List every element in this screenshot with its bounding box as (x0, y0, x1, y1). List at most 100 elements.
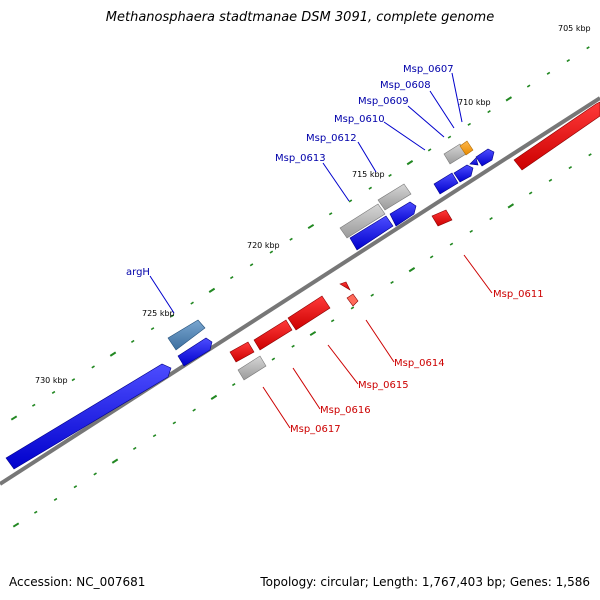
gene-arrow-long-left[interactable] (5, 363, 172, 470)
map-title: Methanosphaera stadtmanae DSM 3091, comp… (105, 10, 495, 25)
gene-arrow-msp-0615[interactable] (287, 295, 331, 331)
gene-label-msp-0616[interactable]: Msp_0616 (320, 405, 371, 416)
outer-tick (447, 135, 452, 139)
inner-tick (330, 319, 335, 323)
outer-tick (208, 287, 216, 293)
outer-tick (269, 250, 274, 254)
genome-summary-text: Topology: circular; Length: 1,767,403 bp… (260, 575, 590, 589)
kbp-label-720: 720 kbp (247, 241, 280, 250)
inner-tick (210, 394, 218, 400)
gene-arrow-msp-0610[interactable] (433, 172, 459, 195)
gene-label-msp-0607[interactable]: Msp_0607 (403, 64, 454, 75)
outer-tick (348, 199, 353, 203)
gene-label-msp-0611[interactable]: Msp_0611 (493, 289, 544, 300)
connector-msp-0613 (322, 162, 350, 202)
gene-arrow-msp-0607[interactable] (469, 157, 479, 166)
connector-msp-0614 (365, 319, 395, 363)
outer-tick (368, 186, 373, 190)
gene-label-msp-0612[interactable]: Msp_0612 (306, 133, 357, 144)
inner-tick (449, 242, 454, 246)
inner-tick (152, 434, 157, 438)
inner-tick (291, 344, 295, 348)
inner-tick (429, 255, 434, 259)
outer-tick (586, 46, 590, 50)
inner-tick (408, 267, 416, 273)
outer-tick (427, 148, 432, 152)
outer-tick (229, 276, 234, 280)
gene-label-msp-0614[interactable]: Msp_0614 (394, 358, 445, 369)
gene-arrow-msp-0612[interactable] (349, 215, 394, 251)
outer-tick (150, 327, 155, 331)
outer-tick (249, 263, 254, 267)
gene-arrow-msp-0614b[interactable] (346, 293, 359, 307)
inner-tick (132, 446, 137, 450)
gene-arrow-argh[interactable] (167, 319, 206, 351)
outer-tick (505, 96, 513, 102)
gene-arrow-red-724[interactable] (229, 341, 255, 363)
kbp-label-715: 715 kbp (352, 170, 385, 179)
kbp-label-725: 725 kbp (142, 309, 175, 318)
inner-tick (588, 153, 592, 157)
gene-arrow-blue-725[interactable] (177, 337, 213, 367)
inner-tick (568, 166, 573, 170)
gene-arrow-msp-0616[interactable] (253, 319, 293, 351)
outer-tick (130, 339, 135, 343)
inner-tick (192, 408, 196, 412)
outer-tick (10, 415, 18, 421)
gene-arrow-red-705[interactable] (513, 101, 600, 171)
gene-arrow-msp-0614a[interactable] (339, 281, 351, 291)
inner-tick (370, 293, 375, 297)
connector-msp-0608 (429, 90, 455, 129)
gene-label-argh[interactable]: argH (126, 267, 150, 278)
outer-tick (487, 110, 491, 114)
gene-label-msp-0609[interactable]: Msp_0609 (358, 96, 409, 107)
accession-text: Accession: NC_007681 (9, 575, 146, 589)
tick-row-outer (10, 46, 590, 421)
inner-tick (309, 330, 317, 337)
inner-tick (12, 522, 20, 528)
reverse-genes (229, 101, 600, 381)
kbp-label-705: 705 kbp (558, 24, 591, 33)
inner-tick (390, 280, 394, 284)
kbp-label-710: 710 kbp (458, 98, 491, 107)
genome-backbone (0, 96, 600, 486)
gene-label-msp-0613[interactable]: Msp_0613 (275, 153, 326, 164)
forward-genes (5, 140, 495, 470)
outer-tick (526, 84, 531, 88)
tick-row-inner (12, 153, 592, 528)
outer-tick (190, 301, 194, 305)
gene-arrow-msp-0617[interactable] (237, 355, 267, 381)
outer-tick (91, 365, 95, 369)
gene-arrow-blue-710a[interactable] (453, 164, 474, 183)
inner-tick (33, 510, 38, 514)
gene-arrow-grey-715[interactable] (377, 183, 412, 211)
outer-tick (546, 71, 551, 75)
gene-label-msp-0610[interactable]: Msp_0610 (334, 114, 385, 125)
gene-arrow-msp-0608[interactable] (459, 140, 474, 156)
connector-msp-0609 (407, 105, 445, 138)
inner-tick (350, 306, 355, 310)
gene-arrow-blue-709[interactable] (475, 148, 495, 167)
outer-tick (51, 390, 56, 394)
gene-arrow-blue-716[interactable] (389, 201, 417, 227)
connector-msp-0617 (262, 386, 291, 429)
outer-tick (467, 122, 472, 126)
outer-tick (31, 403, 36, 407)
outer-tick (328, 212, 333, 216)
outer-tick (71, 378, 76, 382)
inner-tick (469, 229, 474, 233)
connector-msp-0615 (327, 344, 359, 385)
gene-label-msp-0608[interactable]: Msp_0608 (380, 80, 431, 91)
gene-label-msp-0615[interactable]: Msp_0615 (358, 380, 409, 391)
inner-tick (489, 217, 493, 221)
gene-label-msp-0617[interactable]: Msp_0617 (290, 424, 341, 435)
connector-msp-0611 (463, 254, 493, 294)
inner-tick (528, 191, 533, 195)
outer-tick (566, 59, 571, 63)
gene-arrow-msp-0613[interactable] (339, 203, 386, 239)
gene-arrow-msp-0611[interactable] (431, 209, 453, 227)
inner-tick (231, 383, 236, 387)
inner-tick (73, 485, 78, 489)
